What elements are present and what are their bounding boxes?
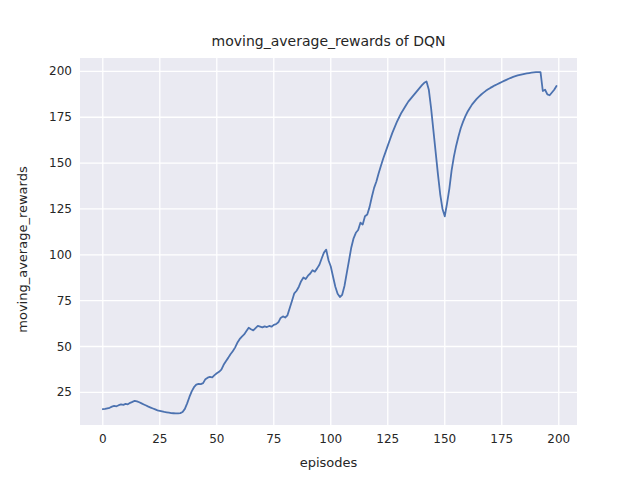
figure: 0 25 50 75 100 125 150 175 200 25 50 75 100 125 150 17… (0, 0, 640, 480)
x-axis-label: episodes (300, 455, 358, 470)
y-tick-label: 125 (49, 202, 72, 216)
x-tick-label: 25 (152, 432, 167, 446)
x-tick-labels: 0 25 50 75 100 125 150 175 200 (99, 432, 570, 446)
y-tick-label: 25 (57, 385, 72, 399)
y-tick-label: 200 (49, 64, 72, 78)
line-chart: 0 25 50 75 100 125 150 175 200 25 50 75 100 125 150 17… (0, 0, 640, 480)
x-tick-label: 50 (209, 432, 224, 446)
y-tick-label: 150 (49, 156, 72, 170)
x-tick-label: 150 (433, 432, 456, 446)
x-tick-label: 0 (99, 432, 107, 446)
y-tick-labels: 25 50 75 100 125 150 175 200 (49, 64, 72, 399)
y-tick-label: 100 (49, 248, 72, 262)
x-tick-label: 125 (376, 432, 399, 446)
x-tick-label: 175 (490, 432, 513, 446)
axes-background (80, 58, 577, 425)
y-tick-label: 175 (49, 110, 72, 124)
y-axis-label: moving_average_rewards (15, 166, 30, 333)
y-tick-label: 50 (57, 340, 72, 354)
x-tick-label: 200 (547, 432, 570, 446)
y-tick-label: 75 (57, 294, 72, 308)
x-tick-label: 100 (319, 432, 342, 446)
x-tick-label: 75 (266, 432, 281, 446)
chart-title: moving_average_rewards of DQN (212, 33, 446, 49)
